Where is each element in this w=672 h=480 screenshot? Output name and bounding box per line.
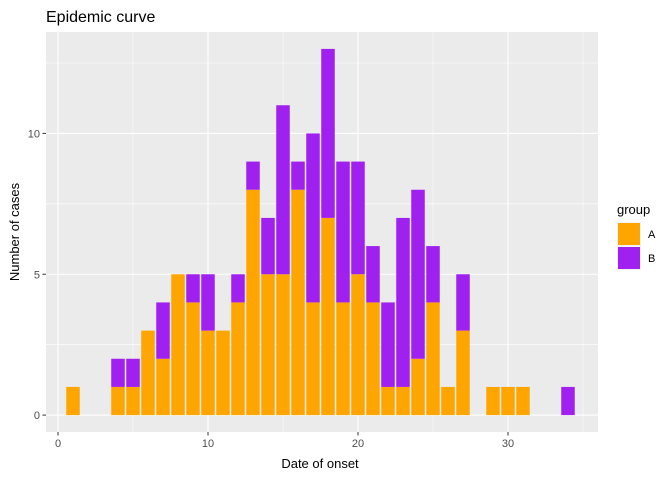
legend-swatch-a <box>618 223 640 245</box>
bar-a-14 <box>261 274 275 416</box>
bar-b-16 <box>291 161 305 190</box>
bar-b-7 <box>156 302 170 359</box>
bar-a-4 <box>111 386 125 416</box>
x-axis-ticks: 0 10 20 30 <box>55 432 514 450</box>
bar-a-27 <box>456 330 470 416</box>
bar-a-12 <box>231 302 245 416</box>
bar-a-18 <box>321 217 335 416</box>
bar-a-9 <box>186 302 200 416</box>
chart-title: Epidemic curve <box>46 9 155 26</box>
x-tick-label: 20 <box>352 438 364 450</box>
x-tick-label: 0 <box>55 438 61 450</box>
bar-a-25 <box>426 302 440 416</box>
bar-b-5 <box>126 358 140 387</box>
bar-a-8 <box>171 274 185 416</box>
bar-b-21 <box>366 246 380 303</box>
bars <box>66 48 575 416</box>
x-axis-title: Date of onset <box>281 456 359 471</box>
bar-b-24 <box>411 189 425 359</box>
legend-title: group <box>617 202 650 217</box>
bar-a-17 <box>306 302 320 416</box>
bar-b-13 <box>246 161 260 190</box>
y-tick-label: 10 <box>28 128 40 140</box>
bar-a-5 <box>126 386 140 416</box>
bar-a-21 <box>366 302 380 416</box>
bar-b-14 <box>261 217 275 275</box>
bar-b-18 <box>321 48 335 218</box>
bar-a-1 <box>66 386 80 416</box>
bar-a-7 <box>156 358 170 416</box>
bar-a-26 <box>441 386 455 416</box>
x-tick-label: 30 <box>502 438 514 450</box>
bar-a-15 <box>276 274 290 416</box>
bar-b-19 <box>336 161 350 303</box>
bar-b-12 <box>231 274 245 303</box>
bar-b-27 <box>456 274 470 331</box>
bar-b-23 <box>396 217 410 387</box>
bar-a-20 <box>351 274 365 416</box>
bar-b-15 <box>276 105 290 275</box>
bar-b-4 <box>111 358 125 387</box>
y-axis-title: Number of cases <box>7 182 22 281</box>
bar-a-22 <box>381 386 395 416</box>
bar-a-24 <box>411 358 425 416</box>
bar-a-6 <box>141 330 155 416</box>
y-axis-ticks: 0 5 10 <box>28 128 46 422</box>
bar-a-16 <box>291 189 305 416</box>
legend-label-a: A <box>648 229 656 241</box>
bar-a-29 <box>486 386 500 416</box>
bar-b-10 <box>201 274 215 331</box>
legend-swatch-b <box>618 247 640 269</box>
bar-a-10 <box>201 330 215 416</box>
bar-a-31 <box>516 386 530 416</box>
x-tick-label: 10 <box>202 438 214 450</box>
bar-b-20 <box>351 161 365 275</box>
bar-b-17 <box>306 133 320 303</box>
bar-a-19 <box>336 302 350 416</box>
legend-label-b: B <box>648 253 655 265</box>
y-tick-label: 0 <box>34 410 40 422</box>
y-tick-label: 5 <box>34 269 40 281</box>
bar-b-34 <box>561 386 575 416</box>
bar-a-11 <box>216 330 230 416</box>
legend: group AB <box>617 202 656 270</box>
bar-a-23 <box>396 386 410 416</box>
bar-a-30 <box>501 386 515 416</box>
bar-b-25 <box>426 246 440 303</box>
bar-a-13 <box>246 189 260 416</box>
bar-b-9 <box>186 274 200 303</box>
bar-b-22 <box>381 302 395 387</box>
